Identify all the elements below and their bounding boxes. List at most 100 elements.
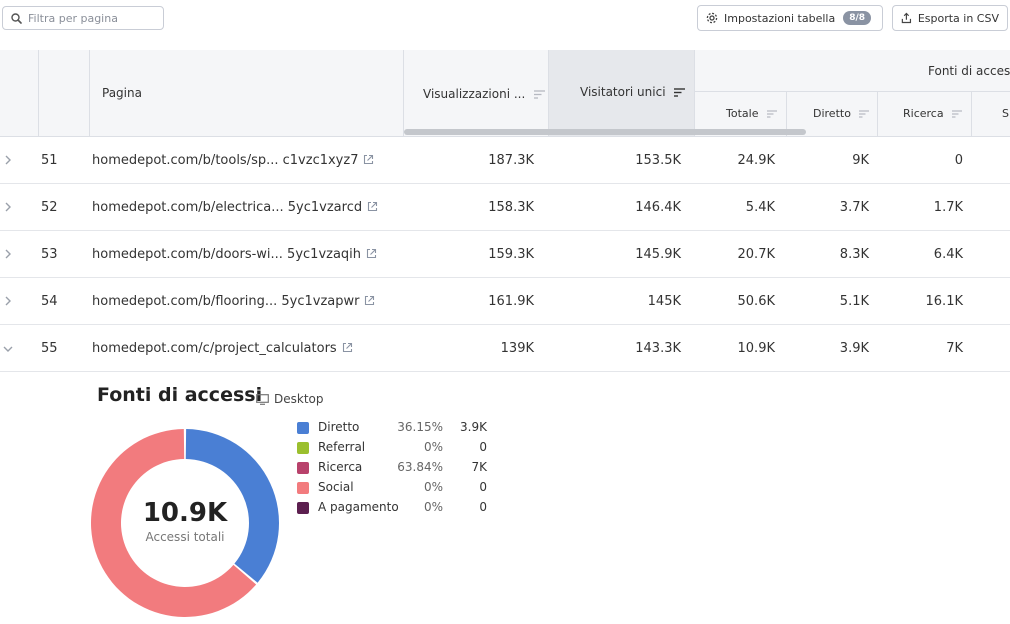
legend-item-social[interactable]: Social 0% 0 — [297, 479, 497, 499]
search-icon — [11, 12, 22, 24]
external-link-icon[interactable] — [367, 201, 378, 212]
column-header-unique-visitors[interactable]: Visitatori unici — [580, 85, 686, 99]
search-box[interactable] — [2, 6, 164, 30]
legend-item-search[interactable]: Ricerca 63.84% 7K — [297, 459, 497, 479]
legend-swatch — [297, 442, 309, 454]
external-link-icon[interactable] — [342, 342, 353, 353]
row-index: 55 — [41, 341, 58, 356]
header-divider — [786, 91, 787, 136]
sort-icon[interactable] — [859, 110, 870, 118]
column-header-social[interactable]: S — [1002, 107, 1009, 120]
page-url: homedepot.com/c/project_calculators — [92, 341, 337, 356]
legend-percent: 63.84% — [397, 460, 443, 474]
direct-value: 3.7K — [839, 200, 869, 215]
chevron-right-icon[interactable] — [4, 202, 12, 212]
horizontal-scrollbar[interactable] — [404, 129, 806, 135]
desktop-icon — [256, 393, 269, 405]
chevron-right-icon[interactable] — [4, 249, 12, 259]
header-divider — [877, 91, 878, 136]
legend-item-direct[interactable]: Diretto 36.15% 3.9K — [297, 419, 497, 439]
header-divider — [971, 91, 972, 136]
legend-label: Ricerca — [318, 460, 363, 474]
chevron-right-icon[interactable] — [4, 155, 12, 165]
external-link-icon[interactable] — [364, 295, 375, 306]
legend-label: Social — [318, 480, 354, 494]
legend-label: Diretto — [318, 420, 360, 434]
donut-total-caption: Accessi totali — [145, 530, 225, 544]
unique-visitors-value: 146.4K — [635, 200, 681, 215]
column-header-page[interactable]: Pagina — [102, 86, 142, 100]
header-divider — [694, 50, 695, 136]
table-row[interactable]: 53 homedepot.com/b/doors-wi... 5yc1vzaqi… — [0, 232, 1010, 278]
columns-count-badge: 8/8 — [843, 11, 872, 25]
external-link-icon[interactable] — [363, 154, 374, 165]
page-link[interactable]: homedepot.com/c/project_calculators — [92, 326, 353, 372]
views-value: 187.3K — [488, 153, 534, 168]
legend-percent: 0% — [423, 480, 443, 494]
column-header-search[interactable]: Ricerca — [903, 107, 963, 120]
column-header-search-label: Ricerca — [903, 107, 944, 120]
sort-icon[interactable] — [534, 90, 546, 99]
table-row-expanded[interactable]: 55 homedepot.com/c/project_calculators 1… — [0, 326, 1010, 372]
header-divider — [548, 50, 549, 136]
header-group-divider — [694, 91, 1010, 92]
traffic-sources-donut — [90, 429, 279, 617]
legend-label: Referral — [318, 440, 366, 454]
direct-value: 5.1K — [839, 294, 869, 309]
gear-icon — [706, 12, 718, 24]
views-value: 161.9K — [488, 294, 534, 309]
total-value: 24.9K — [737, 153, 775, 168]
column-header-views-label: Visualizzazioni ... — [423, 87, 526, 101]
donut-total-value: 10.9K — [142, 498, 228, 528]
page-link[interactable]: homedepot.com/b/electrica... 5yc1vzarcd — [92, 185, 378, 231]
direct-value: 8.3K — [839, 247, 869, 262]
column-header-total[interactable]: Totale — [726, 107, 777, 120]
column-group-traffic-sources: Fonti di acces — [928, 64, 1010, 78]
legend-value: 0 — [479, 500, 487, 514]
page-link[interactable]: homedepot.com/b/tools/sp... c1vzc1xyz7 — [92, 138, 374, 184]
export-csv-label: Esporta in CSV — [917, 11, 999, 25]
legend-item-paid[interactable]: A pagamento 0% 0 — [297, 499, 497, 519]
table-row[interactable]: 52 homedepot.com/b/electrica... 5yc1vzar… — [0, 185, 1010, 231]
sort-icon[interactable] — [766, 110, 777, 118]
donut-segment-ricerca[interactable] — [90, 429, 257, 617]
external-link-icon[interactable] — [366, 248, 377, 259]
page-link[interactable]: homedepot.com/b/doors-wi... 5yc1vzaqih — [92, 232, 377, 278]
export-csv-button[interactable]: Esporta in CSV — [892, 5, 1008, 31]
column-header-views[interactable]: Visualizzazioni ... — [423, 87, 546, 101]
row-index: 53 — [41, 247, 58, 262]
search-value: 1.7K — [933, 200, 963, 215]
device-label: Desktop — [274, 392, 324, 406]
column-header-direct[interactable]: Diretto — [813, 107, 870, 120]
sort-active-icon[interactable] — [674, 88, 686, 97]
legend-item-referral[interactable]: Referral 0% 0 — [297, 439, 497, 459]
table-settings-button[interactable]: Impostazioni tabella 8/8 — [697, 5, 883, 31]
page-url: homedepot.com/b/electrica... 5yc1vzarcd — [92, 200, 363, 215]
legend-value: 0 — [479, 480, 487, 494]
legend-value: 0 — [479, 440, 487, 454]
chevron-right-icon[interactable] — [4, 296, 12, 306]
table-row[interactable]: 54 homedepot.com/b/flooring... 5yc1vzapw… — [0, 279, 1010, 325]
unique-visitors-value: 145K — [647, 294, 681, 309]
header-divider — [89, 50, 90, 136]
legend-percent: 0% — [423, 500, 443, 514]
table-row[interactable]: 51 homedepot.com/b/tools/sp... c1vzc1xyz… — [0, 138, 1010, 184]
unique-visitors-value: 153.5K — [635, 153, 681, 168]
search-input[interactable] — [28, 11, 158, 25]
traffic-sources-title: Fonti di accessi — [97, 384, 263, 406]
page-link[interactable]: homedepot.com/b/flooring... 5yc1vzapwr — [92, 279, 375, 325]
device-indicator: Desktop — [256, 392, 324, 406]
legend-swatch — [297, 502, 309, 514]
table-settings-label: Impostazioni tabella — [724, 11, 836, 25]
chevron-down-icon[interactable] — [3, 345, 13, 353]
legend-percent: 36.15% — [397, 420, 443, 434]
donut-segment-diretto[interactable] — [185, 429, 279, 583]
direct-value: 9K — [852, 153, 869, 168]
column-header-direct-label: Diretto — [813, 107, 851, 120]
total-value: 20.7K — [737, 247, 775, 262]
sort-icon[interactable] — [952, 110, 963, 118]
total-value: 50.6K — [737, 294, 775, 309]
search-value: 6.4K — [933, 247, 963, 262]
column-header-total-label: Totale — [726, 107, 759, 120]
page-url: homedepot.com/b/doors-wi... 5yc1vzaqih — [92, 247, 362, 262]
